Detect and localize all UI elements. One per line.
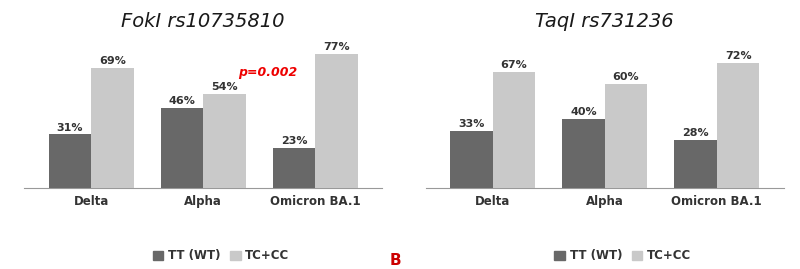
Legend: TT (WT), TC+CC: TT (WT), TC+CC [554, 249, 691, 262]
Bar [674, 140, 717, 188]
Bar [49, 134, 91, 188]
Text: p=0.002: p=0.002 [238, 66, 298, 79]
Text: 69%: 69% [99, 56, 126, 66]
Text: 23%: 23% [281, 136, 307, 147]
Text: 54%: 54% [211, 83, 238, 93]
Legend: TT (WT), TC+CC: TT (WT), TC+CC [153, 249, 290, 262]
Bar [161, 108, 203, 188]
Title: FokI rs10735810: FokI rs10735810 [122, 12, 285, 31]
Bar [273, 148, 315, 188]
Text: 72%: 72% [725, 51, 751, 61]
Text: 67%: 67% [501, 60, 527, 70]
Bar [562, 119, 605, 188]
Bar [493, 72, 535, 188]
Bar [450, 131, 493, 188]
Title: TaqI rs731236: TaqI rs731236 [535, 12, 674, 31]
Text: 33%: 33% [458, 119, 485, 129]
Text: 40%: 40% [570, 107, 597, 117]
Text: 46%: 46% [169, 96, 195, 107]
Text: 28%: 28% [682, 128, 709, 138]
Bar [203, 94, 246, 188]
Bar [605, 84, 647, 188]
Bar [315, 54, 358, 188]
Text: 60%: 60% [613, 72, 639, 82]
Text: B: B [390, 253, 402, 268]
Text: 31%: 31% [57, 123, 83, 133]
Bar [91, 68, 134, 188]
Bar [717, 63, 759, 188]
Text: 77%: 77% [323, 43, 350, 52]
